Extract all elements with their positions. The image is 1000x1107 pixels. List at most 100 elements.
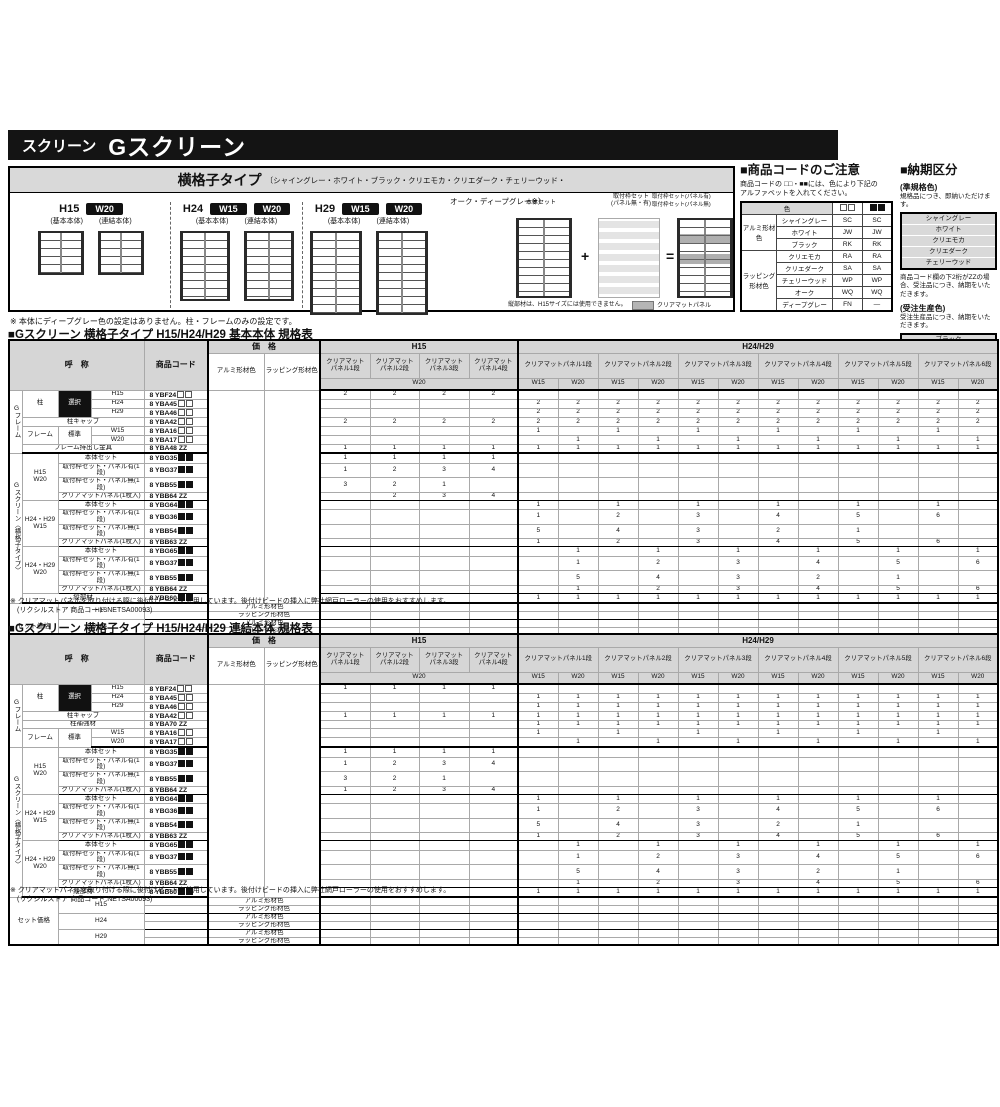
row-label: 柱キャップ xyxy=(21,416,145,428)
filled-square-icon xyxy=(177,774,185,782)
column-header-w20: W20 xyxy=(637,671,679,685)
product-code: 8 YBA46 xyxy=(143,701,209,712)
quantity-cell xyxy=(418,849,470,866)
quantity-cell: 2 xyxy=(597,832,639,842)
quantity-cell: 1 xyxy=(517,444,559,455)
quantity-cell xyxy=(917,618,959,628)
quantity-cell xyxy=(468,737,519,749)
quantity-cell: 2 xyxy=(797,407,839,418)
quantity-cell xyxy=(917,785,959,795)
quantity-cell: 4 xyxy=(757,832,799,842)
row-label: 取付枠セット・パネル無(1段) xyxy=(57,771,145,787)
quantity-cell: 1 xyxy=(957,692,999,703)
quantity-cell xyxy=(797,462,839,479)
quantity-cell: 5 xyxy=(877,849,919,866)
quantity-cell xyxy=(877,389,919,400)
quantity-cell xyxy=(637,771,679,787)
category-label: スクリーン xyxy=(22,137,97,155)
quantity-cell xyxy=(557,928,599,938)
column-header-panel: クリアマットパネル2段 xyxy=(597,646,679,673)
row-label: 柱補強材 xyxy=(21,719,145,730)
quantity-cell: 2 xyxy=(917,407,959,418)
quantity-cell xyxy=(797,746,839,758)
quantity-cell: 1 xyxy=(797,444,839,455)
quantity-cell: 1 xyxy=(677,701,719,712)
quantity-cell: 2 xyxy=(837,407,879,418)
quantity-cell xyxy=(468,610,519,620)
filled-code: — xyxy=(861,297,893,312)
overview-footnote: ※ 本体にディープグレー色の設定はありません。柱・フレームのみの設定です。 xyxy=(10,317,297,326)
quantity-cell xyxy=(837,737,879,749)
quantity-cell xyxy=(637,610,679,620)
column-header-panel: クリアマット パネル3段 xyxy=(418,352,470,379)
quantity-cell xyxy=(837,928,879,938)
quantity-cell xyxy=(757,904,799,914)
quantity-cell: 1 xyxy=(597,793,639,805)
row-label: 本体セット xyxy=(57,499,145,511)
empty-code-cell xyxy=(143,904,209,914)
quantity-cell: 2 xyxy=(369,416,420,428)
quantity-cell xyxy=(517,840,559,851)
quantity-cell xyxy=(557,912,599,922)
quantity-cell: 1 xyxy=(677,499,719,511)
quantity-cell: 1 xyxy=(757,728,799,739)
color-name: オーク xyxy=(775,285,834,299)
row-label: 取付枠セット・パネル無(1段) xyxy=(57,523,145,540)
quantity-cell: 1 xyxy=(637,710,679,722)
product-captions: (基本本体) (連結本体) xyxy=(303,216,434,226)
quantity-cell: 1 xyxy=(597,728,639,739)
quantity-cell xyxy=(418,737,470,749)
filled-square-icon xyxy=(177,821,185,829)
quantity-cell: 1 xyxy=(637,840,679,851)
quantity-cell xyxy=(717,477,759,493)
quantity-cell: 1 xyxy=(837,793,879,805)
quantity-cell xyxy=(957,928,999,938)
product-code: 8 YBG35 xyxy=(143,746,209,758)
quantity-cell: 1 xyxy=(319,746,371,758)
quantity-cell xyxy=(837,849,879,866)
row-label: 取付枠セット・パネル有(1段) xyxy=(57,509,145,525)
quantity-cell: 2 xyxy=(717,407,759,418)
quantity-cell: 4 xyxy=(468,756,519,773)
quantity-cell xyxy=(877,509,919,525)
height-label: H29 xyxy=(314,203,336,215)
quantity-cell xyxy=(757,477,799,493)
product-code: 8 YBF24 xyxy=(143,389,209,400)
quantity-cell xyxy=(957,912,999,922)
quantity-cell xyxy=(797,928,839,938)
quantity-cell: 3 xyxy=(418,785,470,795)
quantity-cell xyxy=(319,920,371,930)
quantity-cell: 1 xyxy=(797,719,839,730)
quantity-cell: 2 xyxy=(797,864,839,880)
quantity-cell xyxy=(369,849,420,866)
quantity-cell: 1 xyxy=(597,444,639,455)
quantity-cell: 2 xyxy=(797,570,839,586)
color-code-row: アルミ形材色 シャイングレー SC SC xyxy=(740,213,893,251)
quantity-cell xyxy=(877,832,919,842)
quantity-cell xyxy=(877,896,919,906)
quantity-cell: 1 xyxy=(597,701,639,712)
quantity-cell: 3 xyxy=(717,570,759,586)
quantity-cell xyxy=(418,928,470,938)
type-title: 横格子タイプ xyxy=(177,172,262,188)
quantity-cell xyxy=(757,491,799,501)
quantity-cell xyxy=(837,756,879,773)
row-label: H24 xyxy=(90,692,145,703)
quantity-cell xyxy=(757,849,799,866)
quantity-cell xyxy=(797,452,839,464)
quantity-cell: 1 xyxy=(557,840,599,851)
quantity-cell xyxy=(319,555,371,572)
quantity-cell xyxy=(957,610,999,620)
quantity-cell xyxy=(837,584,879,594)
quantity-cell: 1 xyxy=(877,886,919,898)
quantity-cell xyxy=(597,920,639,930)
quantity-cell xyxy=(369,584,420,594)
quantity-cell xyxy=(418,817,470,834)
product-code: 8 YBA16 xyxy=(143,728,209,739)
quantity-cell: 1 xyxy=(369,683,420,694)
product-code: 8 YBA17 xyxy=(143,435,209,446)
quantity-cell xyxy=(837,864,879,880)
quantity-cell: 1 xyxy=(957,710,999,722)
quantity-cell xyxy=(557,452,599,464)
quantity-cell xyxy=(637,425,679,437)
